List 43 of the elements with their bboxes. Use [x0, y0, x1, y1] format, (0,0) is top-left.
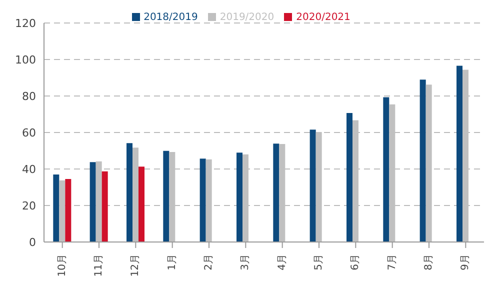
x-tick-label: 12月: [130, 254, 142, 277]
bar: [420, 80, 426, 242]
bar: [132, 148, 138, 242]
x-tick-label: 9月: [460, 254, 472, 270]
bar: [456, 66, 462, 242]
bar: [90, 162, 96, 242]
bar: [383, 97, 390, 242]
bar: [426, 84, 432, 242]
y-tick-label: 120: [15, 16, 36, 30]
bar: [138, 166, 144, 242]
bar: [102, 171, 108, 242]
y-tick-label: 80: [22, 90, 36, 103]
y-tick-label: 40: [22, 162, 36, 176]
x-tick-label: 4月: [276, 254, 288, 270]
y-tick-label: 0: [29, 236, 36, 249]
x-tick-label: 3月: [240, 254, 252, 270]
bar: [163, 150, 170, 242]
bar: [65, 179, 72, 242]
x-tick-label: 10月: [56, 254, 68, 277]
legend-label: 2018/2019: [144, 12, 198, 23]
bar: [316, 132, 322, 242]
y-tick-label: 100: [15, 53, 36, 66]
x-tick-label: 1月: [166, 254, 178, 270]
bar: [310, 130, 316, 242]
y-tick-label: 60: [22, 126, 36, 140]
x-tick-label: 5月: [314, 254, 324, 270]
y-tick-label: 20: [22, 199, 36, 212]
bar: [59, 180, 66, 242]
legend-label: 2020/2021: [296, 12, 350, 23]
bar: [126, 143, 132, 242]
legend-label: 2019/2020: [220, 12, 274, 23]
x-tick-label: 7月: [386, 254, 398, 270]
x-tick-label: 8月: [424, 254, 434, 270]
bar: [200, 158, 206, 242]
bar: [206, 159, 212, 242]
x-tick-label: 2月: [204, 254, 214, 270]
bar: [273, 144, 280, 242]
bar: [96, 161, 102, 242]
x-tick-label: 6月: [350, 254, 362, 270]
bar: [346, 112, 352, 242]
bar: [53, 174, 60, 242]
bar: [236, 152, 242, 242]
x-tick-label: 11月: [94, 254, 104, 277]
